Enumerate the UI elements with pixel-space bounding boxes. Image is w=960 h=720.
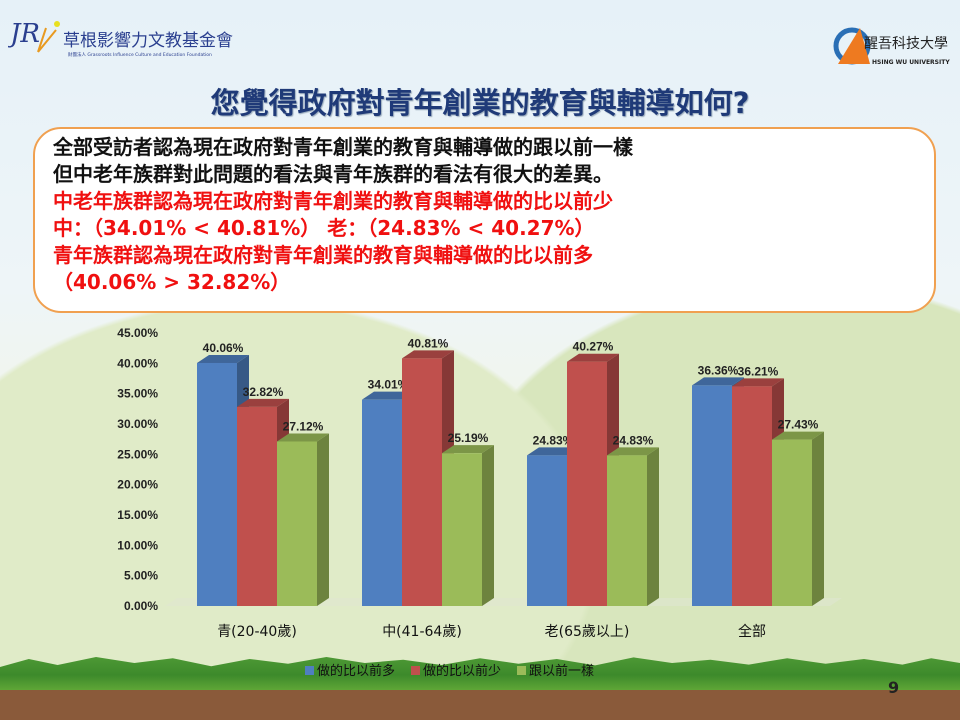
summary-line: 中：（34.01% < 40.81%） 老：（24.83% < 40.27%）: [53, 216, 595, 240]
y-tick-label: 0.00%: [124, 599, 158, 613]
data-label: 27.43%: [778, 418, 819, 432]
legend-swatch: [305, 666, 314, 675]
legend-item: 跟以前一樣: [517, 660, 594, 679]
data-label: 40.27%: [573, 340, 614, 354]
y-tick-label: 35.00%: [117, 387, 158, 401]
bar-side: [647, 447, 659, 606]
soil-decoration: [0, 690, 960, 720]
data-label: 36.21%: [738, 364, 779, 378]
bar: [527, 455, 567, 606]
bar: [237, 406, 277, 606]
y-tick-label: 30.00%: [117, 417, 158, 431]
foundation-subtext: 財團法人 Grassroots Influence Culture and Ed…: [68, 51, 212, 58]
data-label: 24.83%: [613, 433, 654, 447]
data-label: 40.81%: [408, 336, 449, 350]
y-tick-label: 5.00%: [124, 569, 158, 583]
bar: [277, 441, 317, 606]
bar: [362, 399, 402, 606]
bar-top: [527, 447, 579, 456]
grass-decoration: [0, 657, 960, 695]
bar: [607, 455, 647, 606]
bar: [567, 361, 607, 606]
legend-label: 做的比以前少: [423, 664, 502, 679]
y-tick-label: 10.00%: [117, 538, 158, 552]
x-category-label: 中(41-64歲): [382, 624, 462, 640]
y-tick-label: 15.00%: [117, 508, 158, 522]
bar-top: [277, 433, 329, 442]
data-label: 36.36%: [698, 363, 739, 377]
bar: [692, 385, 732, 606]
bar-side: [317, 433, 329, 606]
bar: [197, 362, 237, 606]
data-label: 32.82%: [243, 385, 284, 399]
summary-line: （40.06% > 32.82%）: [53, 270, 291, 294]
bar-top: [197, 354, 249, 363]
bar-top: [237, 398, 289, 407]
bar-top: [607, 447, 659, 456]
bar-side: [812, 431, 824, 606]
bar: [402, 358, 442, 606]
summary-line: 青年族群認為現在政府對青年創業的教育與輔導做的比以前多: [53, 243, 593, 267]
bar-top: [732, 378, 784, 387]
bar-top: [567, 353, 619, 362]
data-label: 24.83%: [533, 433, 574, 447]
legend-label: 做的比以前多: [317, 664, 396, 679]
bar-top: [692, 377, 744, 386]
y-tick-label: 25.00%: [117, 447, 158, 461]
y-tick-label: 45.00%: [117, 326, 158, 340]
page-number: 9: [888, 678, 900, 697]
bar: [732, 386, 772, 606]
svg-text:JR: JR: [8, 19, 40, 49]
foundation-name: 草根影響力文教基金會: [63, 31, 233, 51]
legend-item: 做的比以前多: [305, 660, 395, 679]
legend-swatch: [517, 666, 527, 675]
bar: [772, 439, 812, 606]
legend-item: 做的比以前少: [411, 660, 501, 679]
chart-legend: 做的比以前多 做的比以前少 跟以前一樣: [305, 660, 594, 679]
summary-line: 中老年族群認為現在政府對青年創業的教育與輔導做的比以前少: [53, 189, 613, 213]
summary-box: 全部受訪者認為現在政府對青年創業的教育與輔導做的跟以前一樣 但中老年族群對此問題…: [33, 127, 936, 313]
data-label: 25.19%: [448, 431, 489, 445]
university-logo: 醒吾科技大學 HSING WU UNIVERSITY: [833, 27, 950, 66]
data-label: 40.06%: [203, 341, 244, 355]
x-category-label: 老(65歲以上): [545, 624, 630, 640]
summary-line: 但中老年族群對此問題的看法與青年族群的看法有很大的差異。: [53, 162, 613, 186]
summary-line: 全部受訪者認為現在政府對青年創業的教育與輔導做的跟以前一樣: [53, 135, 633, 159]
y-tick-label: 20.00%: [117, 478, 158, 492]
x-category-label: 全部: [738, 623, 766, 640]
bar-top: [362, 391, 414, 400]
bar-top: [402, 350, 454, 359]
university-subtext: HSING WU UNIVERSITY: [872, 59, 950, 66]
data-label: 34.01%: [368, 378, 409, 392]
y-tick-label: 40.00%: [117, 356, 158, 370]
x-category-label: 青(20-40歲): [217, 624, 297, 640]
university-name: 醒吾科技大學: [864, 36, 948, 52]
bar-top: [442, 445, 494, 454]
legend-swatch: [411, 666, 421, 675]
chart-floor: [165, 598, 842, 606]
foundation-logo: JR 草根影響力文教基金會 財團法人 Grassroots Influence …: [8, 19, 233, 58]
data-label: 27.12%: [283, 419, 324, 433]
bar: [442, 453, 482, 606]
bar-side: [482, 445, 494, 606]
page-title: 您覺得政府對青年創業的教育與輔導如何?: [210, 86, 750, 120]
legend-label: 跟以前一樣: [529, 664, 595, 679]
bar-top: [772, 431, 824, 440]
